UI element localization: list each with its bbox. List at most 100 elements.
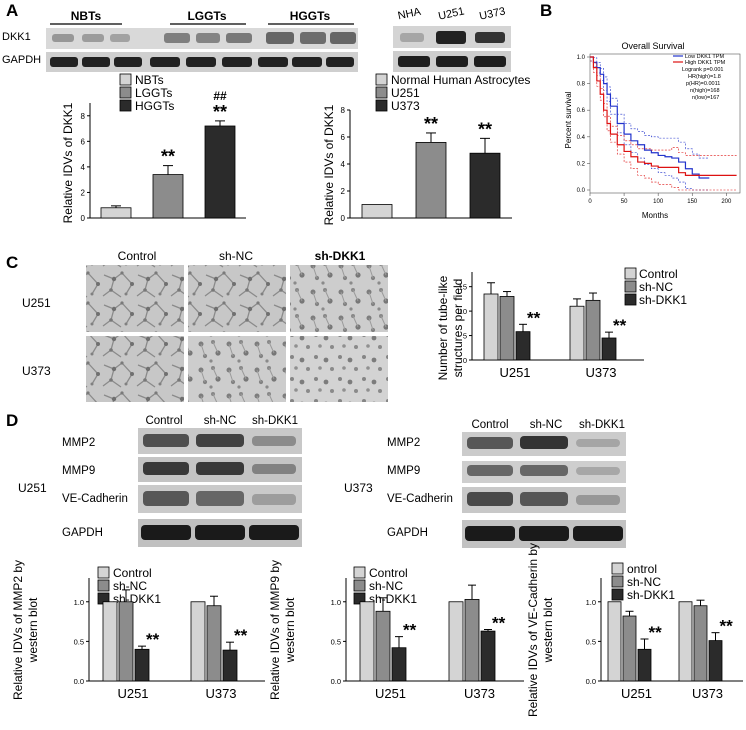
significance-label: ** [234, 626, 248, 645]
y-tick-label: 0.4 [577, 135, 586, 141]
svg-text:Number of tube-like: Number of tube-like [436, 275, 450, 380]
bar [375, 610, 391, 682]
y-axis-label-line: western blot [283, 597, 297, 663]
legend-label: sh-DKK1 [627, 588, 675, 602]
bar [569, 305, 585, 361]
significance-label: ** [146, 630, 160, 649]
km-stat: n(high)=168 [690, 88, 720, 94]
x-tick-label: U373 [692, 686, 723, 701]
bar [601, 337, 617, 361]
blot-row-label: GAPDH [62, 527, 103, 539]
panel-label-d: D [6, 411, 18, 430]
significance-label: ** [527, 308, 541, 327]
significance-label: ** [720, 617, 734, 636]
blot-group-label: NBTs [71, 9, 102, 23]
y-tick-label: 6 [81, 137, 86, 146]
significance-label: ** [424, 114, 438, 134]
y-tick-label: 0 [341, 214, 346, 223]
blot-group-label: HGGTs [290, 9, 331, 23]
column-label: sh-NC [219, 249, 253, 263]
bar [190, 601, 206, 682]
tube-image [86, 336, 184, 402]
y-tick-label: 1.0 [586, 598, 596, 607]
x-tick-label: 200 [721, 199, 732, 205]
legend-label: LGGTs [135, 86, 172, 100]
bar [100, 207, 132, 219]
chart-c-tubes: Control sh-NC sh-DKK1 Number of tube-lik… [436, 267, 687, 380]
y-axis-label-line: western blot [26, 597, 40, 663]
legend-label: sh-NC [113, 579, 147, 593]
significance-label: ** [649, 623, 663, 642]
blot-row-label: MMP9 [62, 465, 95, 477]
bar [693, 605, 708, 682]
y-axis-label-line: western blot [541, 597, 555, 663]
x-tick-label: 50 [621, 199, 628, 205]
blot-lane-label: sh-NC [204, 415, 237, 427]
bar [622, 615, 637, 682]
x-tick-label: U251 [375, 686, 406, 701]
y-tick-label: 0.5 [331, 637, 341, 646]
y-tick-label: 4 [81, 163, 86, 172]
y-axis-label: Relative IDVs of DKK1 [61, 102, 75, 223]
panel-label-a: A [6, 1, 18, 20]
y-axis-label-line: Relative IDVs of MMP2 by [11, 560, 25, 700]
bar [152, 174, 184, 219]
km-ci-lower [590, 60, 710, 191]
svg-text:structures per field: structures per field [451, 279, 465, 378]
x-tick-label: 0 [588, 199, 592, 205]
significance-label: ## [213, 89, 227, 103]
y-axis-label: Relative IDVs of MMP2 by western blot [11, 560, 40, 700]
y-tick-label: 8 [341, 106, 346, 115]
y-tick-label: 0.0 [577, 188, 586, 194]
chart-d-mmp2: Control sh-NC sh-DKK1 0.00.51.0**U251**U… [74, 566, 265, 701]
row-label: U251 [22, 296, 51, 310]
bar [391, 647, 407, 682]
bar [206, 605, 222, 682]
km-series-line [590, 56, 710, 179]
y-tick-label: 0.5 [586, 637, 596, 646]
blot-row-label: GAPDH [2, 54, 41, 66]
km-x-label: Months [642, 211, 668, 220]
km-legend-low: Low DKK1 TPM [685, 54, 724, 60]
bar [102, 601, 118, 682]
tube-image [188, 336, 286, 402]
blot-lane-label: Control [145, 415, 182, 427]
x-tick-label: U251 [621, 686, 652, 701]
blot-d-u373: Control sh-NC sh-DKK1 U373 MMP2 MMP9 VE-… [344, 419, 626, 548]
y-axis-label: Relative IDVs of DKK1 [322, 104, 336, 225]
y-tick-label: 0.5 [74, 637, 84, 646]
blot-a-tissue: NBTs LGGTs HGGTs DKK1 GAPDH [2, 9, 358, 72]
y-tick-label: 0.0 [586, 677, 596, 686]
legend-label: sh-NC [369, 579, 403, 593]
blot-row-label: DKK1 [2, 31, 31, 43]
legend-label: Normal Human Astrocytes [391, 73, 530, 87]
blot-lane-label: Control [471, 419, 508, 431]
row-label: U373 [22, 364, 51, 378]
legend-label: U373 [391, 99, 420, 113]
km-title: Overall Survival [621, 41, 684, 51]
x-tick-label: U373 [205, 686, 236, 701]
km-frame [589, 53, 741, 194]
bar [480, 630, 496, 682]
y-tick-label: 2 [81, 188, 86, 197]
significance-label: ** [161, 147, 175, 167]
chart-d-mmp9: Control sh-NC sh-DKK1 0.0 0.5 1.0 ** U251 ** U… [331, 566, 524, 701]
blot-lane-label: NHA [397, 6, 423, 23]
km-series-line [590, 56, 737, 176]
panel-label-c: C [6, 253, 18, 272]
blot-cell-label: U251 [18, 481, 47, 495]
km-stat: n(low)=167 [692, 95, 719, 101]
blot-row-label: VE-Cadherin [387, 493, 453, 505]
significance-label: ** [613, 316, 627, 335]
x-tick-label: U251 [499, 365, 530, 380]
tube-image [290, 336, 388, 402]
bar [415, 141, 447, 219]
chart-d-ve-cadherin: ontrol sh-NC sh-DKK1 0.0 0.5 1.0 ** U251 ** U3… [586, 562, 743, 701]
significance-label: ** [213, 102, 227, 122]
blot-row-label: MMP2 [62, 437, 95, 449]
x-tick-label: 150 [687, 199, 698, 205]
blot-lane-label: U373 [478, 5, 506, 22]
bar [678, 601, 693, 682]
bar [118, 601, 134, 682]
legend-label: sh-DKK1 [369, 592, 417, 606]
